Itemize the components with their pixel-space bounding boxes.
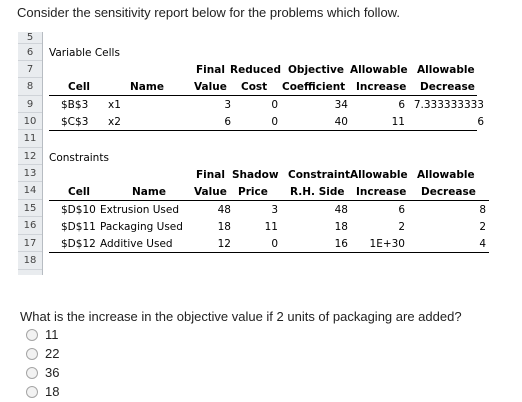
con-rhs: 18: [334, 221, 348, 233]
col-header: Name: [132, 186, 166, 198]
col-header: Final: [196, 169, 225, 181]
col-header: Cell: [68, 186, 91, 198]
con-inc: 1E+30: [369, 238, 405, 250]
var-coef: 34: [334, 99, 348, 111]
row-number: 12: [18, 148, 42, 165]
var-dec: 7.333333333: [413, 99, 484, 111]
var-value: 6: [224, 116, 231, 128]
answer-option[interactable]: 18: [26, 383, 59, 401]
col-header: Price: [238, 186, 268, 198]
row-number: 15: [18, 200, 42, 217]
row-number: 6: [18, 44, 42, 61]
sensitivity-report-image: 5 6 7 8 9 10 11 12 13 14 15 16 17 18 Var…: [18, 32, 490, 275]
con-cell: $D$10: [61, 204, 96, 216]
row-number: 5: [18, 32, 42, 44]
con-dec: 4: [479, 238, 486, 250]
table-bottom-line: [49, 252, 489, 253]
variable-cells-title: Variable Cells: [49, 47, 120, 59]
col-header: Cell: [68, 81, 91, 93]
col-header: Allowable: [350, 64, 408, 76]
header-underline: [49, 200, 489, 201]
col-header: Increase: [356, 186, 407, 198]
con-value: 18: [217, 221, 231, 233]
radio-button[interactable]: [26, 385, 38, 398]
row-number: 11: [18, 130, 42, 148]
header-underline: [49, 95, 477, 96]
col-header: Objective: [288, 64, 344, 76]
col-header: Constraint: [288, 169, 351, 181]
answer-option[interactable]: 11: [26, 326, 59, 344]
con-inc: 6: [398, 204, 405, 216]
radio-button[interactable]: [26, 366, 38, 379]
con-name: Additive Used: [100, 238, 173, 250]
answer-option[interactable]: 36: [26, 364, 59, 382]
row-number: 8: [18, 78, 42, 96]
con-dec: 2: [479, 221, 486, 233]
var-cost: 0: [271, 116, 278, 128]
col-header: Decrease: [421, 186, 476, 198]
intro-text: Consider the sensitivity report below fo…: [17, 5, 400, 20]
con-price: 3: [271, 204, 278, 216]
row-number: 18: [18, 252, 42, 270]
row-number: 13: [18, 165, 42, 182]
row-number: 17: [18, 235, 42, 252]
col-header: Allowable: [417, 64, 475, 76]
con-rhs: 48: [334, 204, 348, 216]
var-inc: 11: [391, 116, 405, 128]
row-number: 16: [18, 217, 42, 235]
question-text: What is the increase in the objective va…: [20, 309, 462, 324]
var-cell: $C$3: [61, 116, 89, 128]
con-price: 11: [264, 221, 278, 233]
option-label: 22: [45, 346, 60, 362]
radio-button[interactable]: [26, 347, 38, 360]
col-header: Increase: [356, 81, 407, 93]
constraints-title: Constraints: [49, 152, 109, 164]
var-cost: 0: [271, 99, 278, 111]
con-price: 0: [271, 238, 278, 250]
col-header: Allowable: [350, 169, 408, 181]
con-name: Extrusion Used: [100, 204, 180, 216]
radio-button[interactable]: [26, 328, 38, 341]
con-rhs: 16: [334, 238, 348, 250]
con-value: 12: [217, 238, 231, 250]
col-header: R.H. Side: [290, 186, 345, 198]
row-number: 10: [18, 113, 42, 130]
col-header: Shadow: [232, 169, 279, 181]
option-label: 18: [45, 384, 60, 400]
var-name: x2: [108, 116, 121, 128]
var-value: 3: [224, 99, 231, 111]
option-label: 36: [45, 365, 60, 381]
col-header: Final: [196, 64, 225, 76]
option-label: 11: [45, 327, 59, 343]
con-inc: 2: [398, 221, 405, 233]
con-dec: 8: [479, 204, 486, 216]
col-header: Reduced: [230, 64, 282, 76]
var-inc: 6: [398, 99, 405, 111]
col-header: Value: [194, 186, 227, 198]
table-bottom-line: [49, 130, 477, 131]
var-name: x1: [108, 99, 121, 111]
col-header: Cost: [241, 81, 268, 93]
var-coef: 40: [334, 116, 348, 128]
row-header-column: 5 6 7 8 9 10 11 12 13 14 15 16 17 18: [18, 32, 43, 275]
col-header: Decrease: [420, 81, 475, 93]
answer-option[interactable]: 22: [26, 345, 59, 363]
row-number: 7: [18, 61, 42, 78]
var-dec: 6: [477, 116, 484, 128]
var-cell: $B$3: [61, 99, 89, 111]
col-header: Allowable: [417, 169, 475, 181]
con-cell: $D$12: [61, 238, 96, 250]
row-number: 14: [18, 182, 42, 200]
col-header: Value: [194, 81, 227, 93]
col-header: Name: [130, 81, 164, 93]
con-cell: $D$11: [61, 221, 96, 233]
col-header: Coefficient: [282, 81, 346, 93]
con-name: Packaging Used: [100, 221, 183, 233]
row-number: 9: [18, 96, 42, 113]
con-value: 48: [217, 204, 231, 216]
